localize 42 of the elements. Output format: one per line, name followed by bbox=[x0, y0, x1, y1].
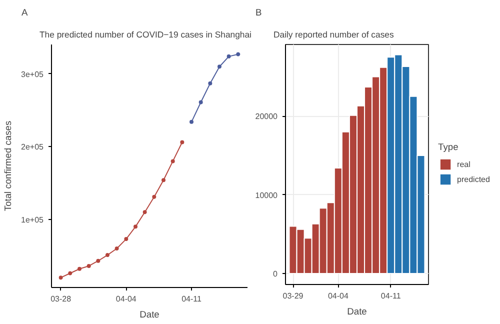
point bbox=[236, 52, 240, 56]
point bbox=[96, 258, 100, 263]
point bbox=[86, 264, 91, 268]
x-tick-label: 04-11 bbox=[380, 292, 402, 300]
x-tick-label: 04-11 bbox=[182, 294, 202, 304]
text: B bbox=[256, 8, 262, 18]
x-axis-title: Date bbox=[140, 310, 160, 320]
legend-title: Type bbox=[438, 142, 460, 152]
point bbox=[170, 159, 175, 164]
point bbox=[152, 194, 156, 199]
chart-title: Daily reported number of cases bbox=[274, 30, 394, 40]
chart-title: The predicted number of COVID−19 cases in Shanghai bbox=[40, 30, 252, 40]
point bbox=[190, 120, 194, 124]
x-tick-label: 03-29 bbox=[282, 292, 304, 300]
point bbox=[114, 246, 119, 250]
point bbox=[106, 253, 110, 258]
x-tick-label: 04-04 bbox=[328, 292, 349, 300]
point bbox=[78, 266, 82, 271]
point bbox=[68, 271, 72, 276]
x-axis-title: Date bbox=[347, 306, 367, 316]
x-tick-label: 03-28 bbox=[50, 294, 72, 304]
point bbox=[208, 81, 212, 86]
point bbox=[134, 224, 138, 229]
point bbox=[124, 237, 128, 242]
point bbox=[198, 100, 203, 104]
point bbox=[58, 276, 63, 280]
point bbox=[162, 178, 166, 182]
y-tick-label: 20000 bbox=[255, 112, 278, 122]
y-axis-title: Total confirmed cases bbox=[3, 120, 14, 212]
y-tick-label: 3e+05 bbox=[21, 70, 44, 79]
point bbox=[218, 64, 222, 69]
y-tick-label: 1e+05 bbox=[21, 215, 44, 224]
text: A bbox=[22, 8, 28, 18]
y-tick-label: 0 bbox=[273, 269, 278, 278]
point bbox=[180, 140, 184, 144]
point bbox=[142, 210, 147, 214]
y-tick-label: 10000 bbox=[255, 190, 278, 200]
y-tick-label: 2e+05 bbox=[21, 142, 44, 152]
point bbox=[226, 54, 231, 58]
x-tick-label: 04-04 bbox=[116, 294, 137, 304]
legend-label: real bbox=[457, 160, 472, 168]
legend-label: predicted bbox=[457, 174, 490, 184]
